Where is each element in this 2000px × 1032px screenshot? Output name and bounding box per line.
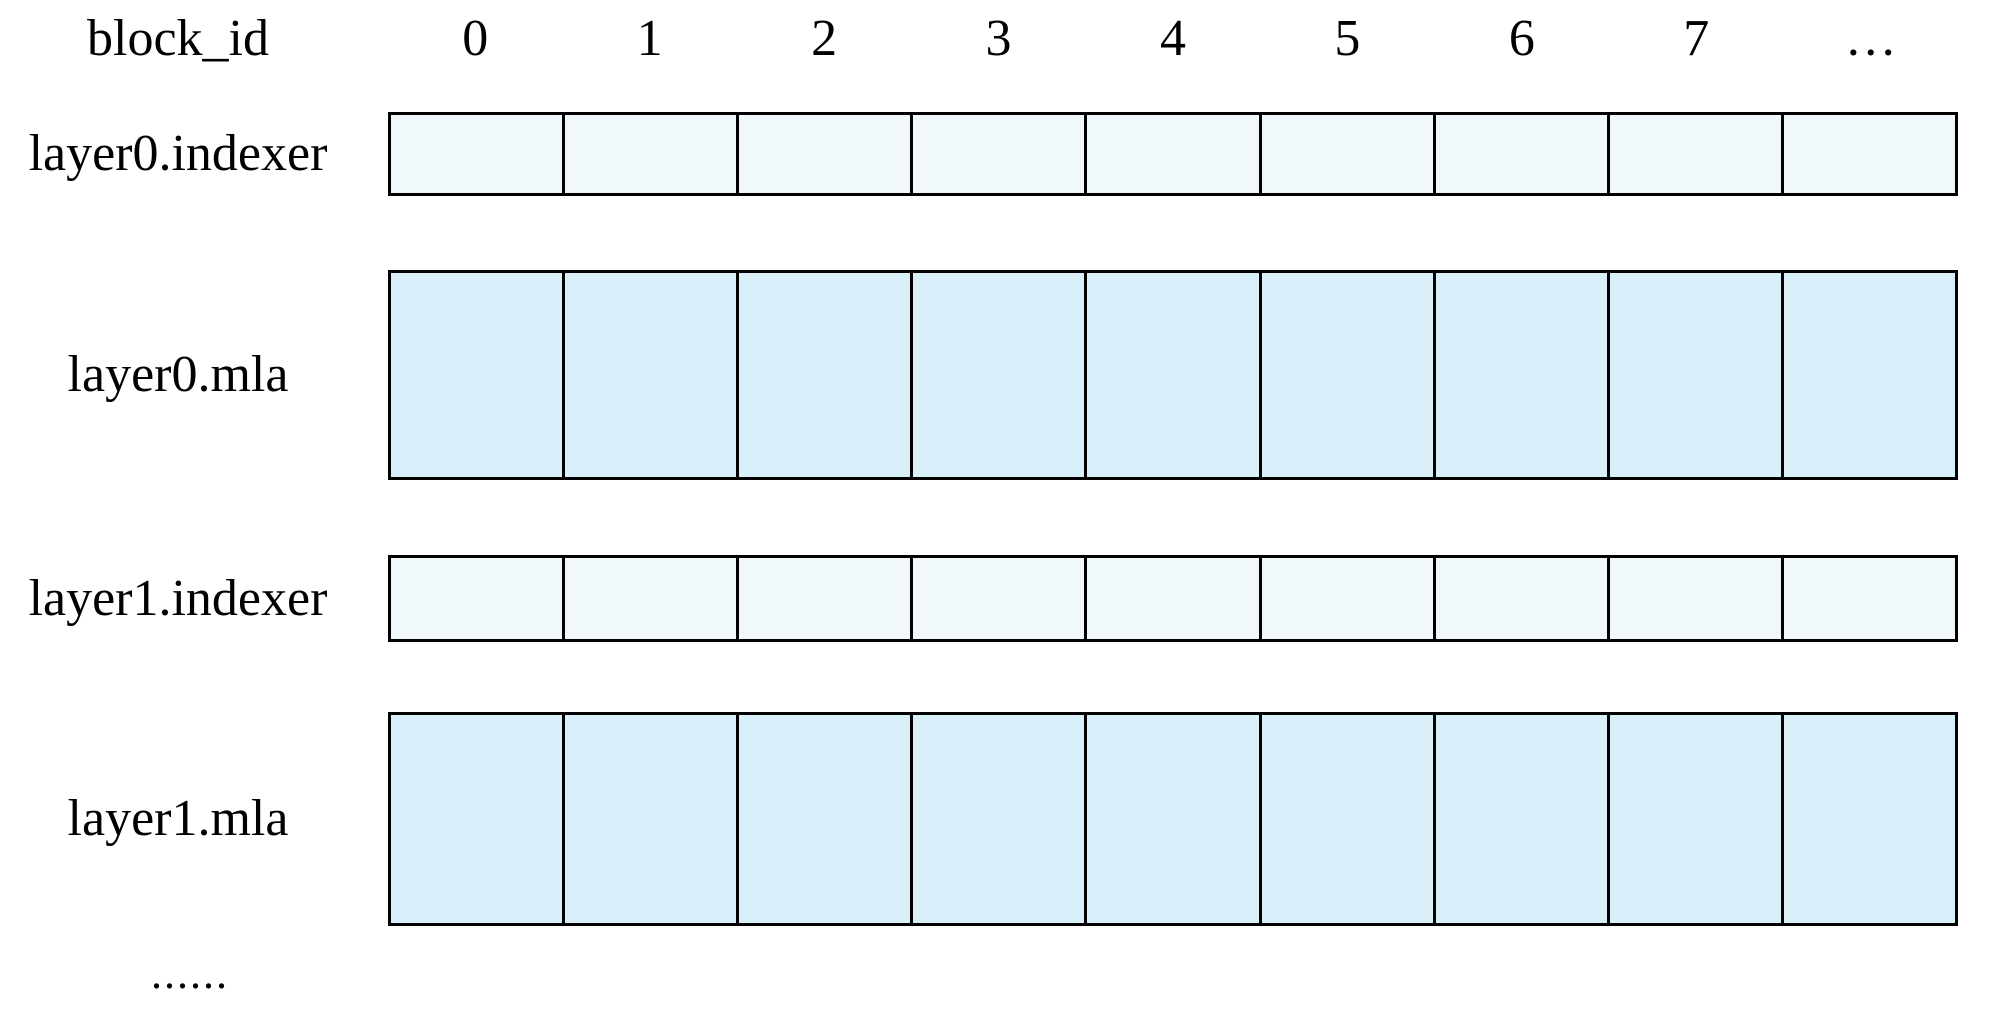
block-id-col-5: 5 xyxy=(1334,10,1361,67)
block-cell xyxy=(391,273,563,477)
block-cell xyxy=(562,273,737,477)
block-id-col-0: 0 xyxy=(462,10,489,67)
block-cell xyxy=(736,115,911,193)
block-cell xyxy=(1432,273,1607,477)
header-row: block_id 0 1 2 3 4 5 6 7 … xyxy=(0,8,2000,70)
block-cell xyxy=(562,558,737,639)
block-cell xyxy=(391,715,563,923)
block-cell xyxy=(1258,273,1433,477)
block-cell xyxy=(736,273,911,477)
block-cell xyxy=(1432,558,1607,639)
block-cell xyxy=(1606,558,1781,639)
block-id-label: block_id xyxy=(87,10,269,67)
block-cell xyxy=(1780,273,1955,477)
column-headers: 0 1 2 3 4 5 6 7 … xyxy=(388,8,1958,70)
block-cell xyxy=(1606,715,1781,923)
block-cell xyxy=(1258,115,1433,193)
block-cell xyxy=(391,115,563,193)
block-cell xyxy=(736,558,911,639)
row-label: layer0.indexer xyxy=(28,125,328,182)
row-layer0-mla: layer0.mla xyxy=(0,270,2000,480)
block-cell xyxy=(910,715,1085,923)
block-cell xyxy=(1258,715,1433,923)
block-id-col-…: … xyxy=(1844,10,1897,67)
block-id-col-6: 6 xyxy=(1508,10,1535,67)
block-id-col-7: 7 xyxy=(1683,10,1710,67)
block-cell xyxy=(910,558,1085,639)
block-id-col-2: 2 xyxy=(811,10,838,67)
block-cell xyxy=(562,715,737,923)
block-cell xyxy=(1606,115,1781,193)
block-id-col-3: 3 xyxy=(985,10,1012,67)
block-cell xyxy=(1432,715,1607,923)
row-label: layer1.mla xyxy=(67,790,289,847)
block-id-col-1: 1 xyxy=(636,10,663,67)
block-cell xyxy=(910,273,1085,477)
cell-strip xyxy=(388,112,1958,196)
block-cell xyxy=(562,115,737,193)
block-cell xyxy=(1258,558,1433,639)
row-layer1-indexer: layer1.indexer xyxy=(0,555,2000,642)
block-cell xyxy=(1084,715,1259,923)
row-label: layer1.indexer xyxy=(28,569,328,627)
block-cell xyxy=(1084,558,1259,639)
cell-strip xyxy=(388,712,1958,926)
block-id-col-4: 4 xyxy=(1159,10,1186,67)
block-cell xyxy=(1084,115,1259,193)
block-cell xyxy=(1606,273,1781,477)
row-layer1-mla: layer1.mla xyxy=(0,712,2000,926)
more-layers-ellipsis: ...... xyxy=(151,949,229,998)
block-cell xyxy=(736,715,911,923)
block-cell xyxy=(1084,273,1259,477)
row-label: layer0.mla xyxy=(67,346,289,403)
block-cell xyxy=(391,558,563,639)
block-cell xyxy=(1780,715,1955,923)
block-cell xyxy=(1780,115,1955,193)
block-cell xyxy=(1780,558,1955,639)
cell-strip xyxy=(388,555,1958,642)
block-cell xyxy=(1432,115,1607,193)
cell-strip xyxy=(388,270,1958,480)
block-cell xyxy=(910,115,1085,193)
row-layer0-indexer: layer0.indexer xyxy=(0,112,2000,196)
